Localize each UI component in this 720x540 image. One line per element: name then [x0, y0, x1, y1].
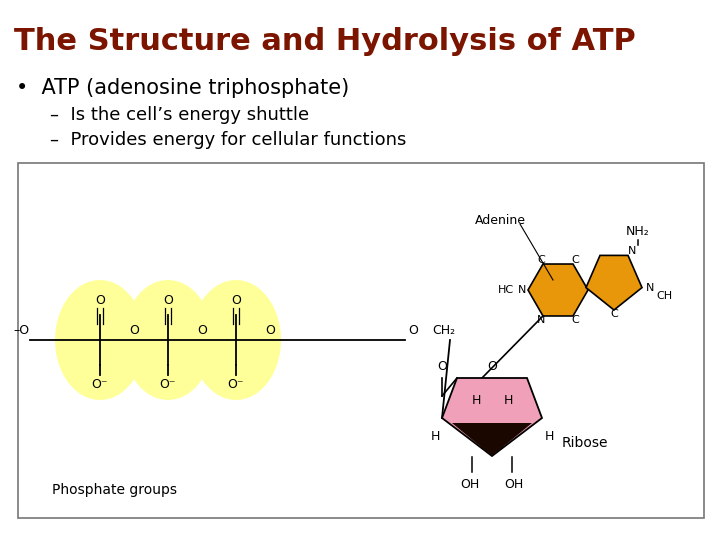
Text: O⁻: O⁻ — [228, 377, 244, 390]
Text: O: O — [487, 360, 497, 373]
Ellipse shape — [191, 280, 281, 400]
Text: H: H — [472, 394, 481, 407]
Text: CH: CH — [656, 291, 672, 301]
Text: N: N — [646, 282, 654, 293]
Text: NH₂: NH₂ — [626, 225, 650, 238]
Text: O: O — [408, 325, 418, 338]
Text: O: O — [95, 294, 105, 307]
Text: Ribose: Ribose — [562, 436, 608, 450]
Text: The Structure and Hydrolysis of ATP: The Structure and Hydrolysis of ATP — [14, 28, 636, 57]
Text: –O: –O — [14, 325, 30, 338]
Text: H: H — [544, 429, 554, 442]
Text: C: C — [610, 309, 618, 319]
Text: O⁻: O⁻ — [160, 377, 176, 390]
Text: O: O — [437, 360, 447, 373]
Text: HC: HC — [498, 285, 514, 295]
FancyBboxPatch shape — [18, 163, 704, 518]
Text: –  Is the cell’s energy shuttle: – Is the cell’s energy shuttle — [50, 106, 309, 124]
Text: N: N — [628, 246, 636, 256]
Polygon shape — [586, 255, 642, 310]
Text: N: N — [518, 285, 526, 295]
Text: O⁻: O⁻ — [91, 377, 108, 390]
Text: O: O — [265, 325, 275, 338]
Polygon shape — [452, 423, 532, 456]
Text: N: N — [537, 315, 545, 325]
Text: C: C — [537, 255, 545, 265]
Text: OH: OH — [505, 477, 523, 490]
Text: •  ATP (adenosine triphosphate): • ATP (adenosine triphosphate) — [16, 78, 349, 98]
Text: Phosphate groups: Phosphate groups — [53, 483, 178, 497]
Text: O: O — [163, 294, 173, 307]
Text: O: O — [231, 294, 241, 307]
Ellipse shape — [55, 280, 145, 400]
Text: –  Provides energy for cellular functions: – Provides energy for cellular functions — [50, 131, 406, 149]
Text: H: H — [431, 429, 440, 442]
Text: O: O — [197, 325, 207, 338]
Text: CH₂: CH₂ — [432, 325, 455, 338]
Text: OH: OH — [460, 477, 480, 490]
Text: Adenine: Adenine — [474, 213, 526, 226]
Text: H: H — [503, 394, 513, 407]
Polygon shape — [528, 264, 588, 316]
Text: O: O — [129, 325, 139, 338]
Text: C: C — [571, 315, 579, 325]
Polygon shape — [442, 378, 542, 456]
Ellipse shape — [123, 280, 213, 400]
Text: C: C — [571, 255, 579, 265]
